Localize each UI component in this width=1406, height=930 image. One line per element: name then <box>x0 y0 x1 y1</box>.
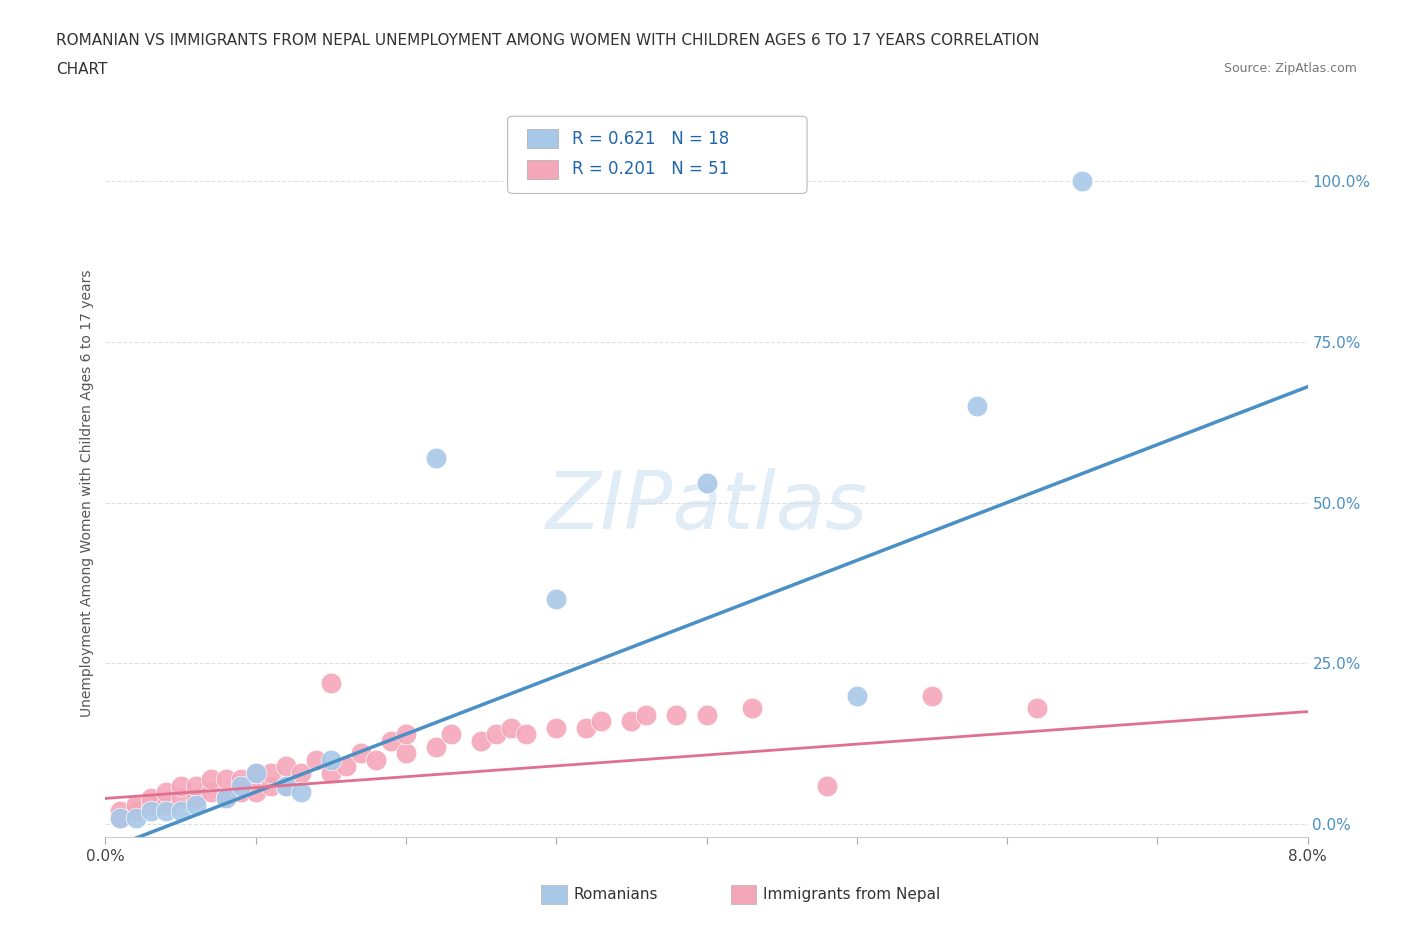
Point <box>395 726 418 741</box>
Point <box>200 785 222 800</box>
Point <box>139 791 162 806</box>
Point <box>305 752 328 767</box>
Point <box>620 714 643 729</box>
Point <box>290 765 312 780</box>
Point <box>319 675 342 690</box>
Text: Immigrants from Nepal: Immigrants from Nepal <box>763 887 941 902</box>
Point <box>110 804 132 818</box>
Point <box>260 765 283 780</box>
Point <box>274 778 297 793</box>
Point <box>470 733 492 748</box>
Point <box>184 791 207 806</box>
Point <box>155 797 177 812</box>
Point <box>380 733 402 748</box>
Text: Source: ZipAtlas.com: Source: ZipAtlas.com <box>1223 62 1357 75</box>
Text: R = 0.621   N = 18: R = 0.621 N = 18 <box>572 129 730 148</box>
Point <box>636 708 658 723</box>
Point <box>1071 174 1094 189</box>
Point <box>815 778 838 793</box>
Y-axis label: Unemployment Among Women with Children Ages 6 to 17 years: Unemployment Among Women with Children A… <box>80 269 94 717</box>
Point <box>214 772 236 787</box>
Point <box>696 708 718 723</box>
Point <box>155 785 177 800</box>
Point <box>440 726 463 741</box>
Point <box>1026 701 1049 716</box>
Point <box>139 804 162 818</box>
Point <box>155 804 177 818</box>
Text: R = 0.201   N = 51: R = 0.201 N = 51 <box>572 160 730 179</box>
Point <box>184 797 207 812</box>
Point <box>921 688 943 703</box>
Point <box>214 791 236 806</box>
Point <box>245 765 267 780</box>
Point <box>319 765 342 780</box>
Point <box>501 720 523 735</box>
Point <box>395 746 418 761</box>
Point <box>169 778 191 793</box>
Point <box>124 810 146 825</box>
Text: ROMANIAN VS IMMIGRANTS FROM NEPAL UNEMPLOYMENT AMONG WOMEN WITH CHILDREN AGES 6 : ROMANIAN VS IMMIGRANTS FROM NEPAL UNEMPL… <box>56 33 1039 47</box>
Point <box>260 778 283 793</box>
Point <box>845 688 868 703</box>
Point <box>184 778 207 793</box>
Point <box>546 720 568 735</box>
Point <box>966 399 988 414</box>
Point <box>274 778 297 793</box>
Point <box>169 804 191 818</box>
Point <box>485 726 508 741</box>
Point <box>515 726 537 741</box>
Point <box>575 720 598 735</box>
Point <box>110 810 132 825</box>
Text: ZIPatlas: ZIPatlas <box>546 468 868 546</box>
Text: CHART: CHART <box>56 62 108 77</box>
Point <box>169 791 191 806</box>
Point <box>425 450 447 465</box>
Point <box>124 797 146 812</box>
Point <box>245 765 267 780</box>
Text: Romanians: Romanians <box>574 887 658 902</box>
Point <box>229 772 252 787</box>
Point <box>741 701 763 716</box>
Point <box>591 714 613 729</box>
Point <box>124 804 146 818</box>
Point <box>214 791 236 806</box>
Point <box>290 785 312 800</box>
Point <box>274 759 297 774</box>
Point <box>229 785 252 800</box>
Point <box>425 739 447 754</box>
Point <box>319 752 342 767</box>
Point <box>110 810 132 825</box>
Point <box>139 797 162 812</box>
Point <box>245 785 267 800</box>
Point <box>364 752 387 767</box>
Point <box>665 708 688 723</box>
Point <box>350 746 373 761</box>
Point <box>546 591 568 606</box>
Point <box>229 778 252 793</box>
Point <box>335 759 357 774</box>
Point <box>200 772 222 787</box>
Point <box>696 476 718 491</box>
